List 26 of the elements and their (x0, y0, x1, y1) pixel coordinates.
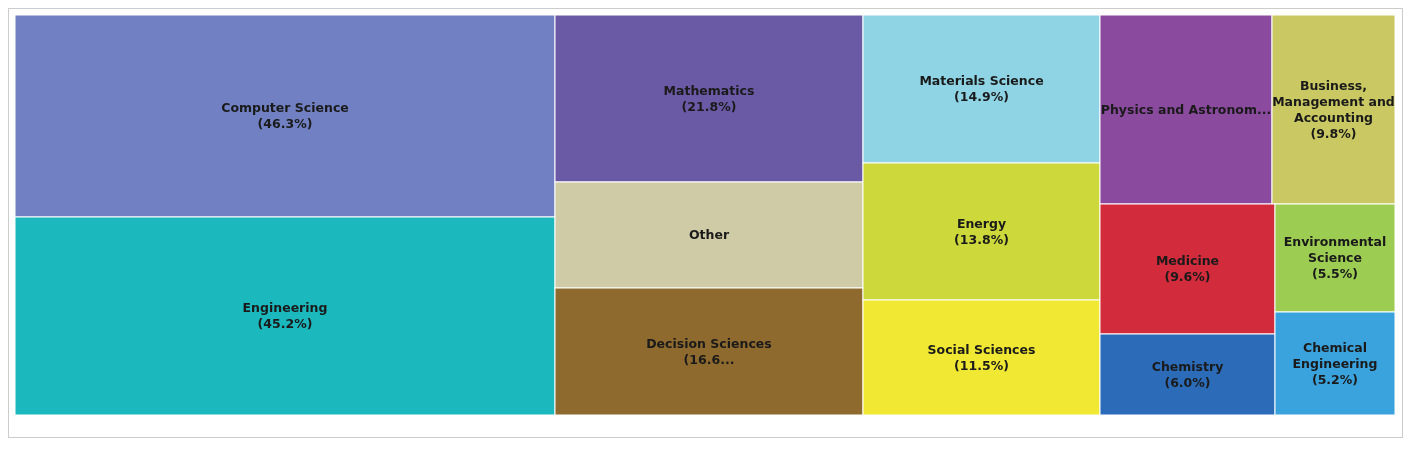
category-label: Business, Management and Accounting (1272, 77, 1395, 125)
data-label: (46.3%) (257, 116, 313, 131)
category-label: Other (688, 227, 730, 242)
category-label: Chemistry (1151, 358, 1224, 374)
category-label: Medicine (1155, 253, 1220, 268)
data-label: (5.5%) (1311, 266, 1359, 281)
data-label: (45.2%) (257, 316, 313, 331)
category-label: Engineering (242, 300, 328, 315)
category-label: Decision Sciences (646, 335, 772, 351)
category-label: Social Sciences (927, 341, 1036, 357)
data-label: (21.8%) (681, 98, 737, 114)
data-label: (14.9%) (954, 89, 1009, 104)
category-label: Materials Science (919, 73, 1044, 88)
category-label: Environmental Science (1283, 234, 1387, 265)
data-label: (6.0%) (1164, 374, 1211, 390)
data-label: (16.6... (683, 351, 735, 367)
data-label: (11.5%) (954, 357, 1009, 373)
category-label: Physics and Astronom... (1100, 101, 1272, 117)
data-label: (5.2%) (1311, 371, 1359, 387)
data-label: (13.8%) (954, 231, 1009, 247)
data-label: (9.6%) (1164, 269, 1211, 284)
category-label: Chemical Engineering (1292, 339, 1378, 371)
category-label: Energy (956, 215, 1007, 231)
category-label: Computer Science (221, 100, 349, 115)
data-label: (9.8%) (1310, 125, 1357, 141)
category-label: Mathematics (663, 82, 755, 98)
